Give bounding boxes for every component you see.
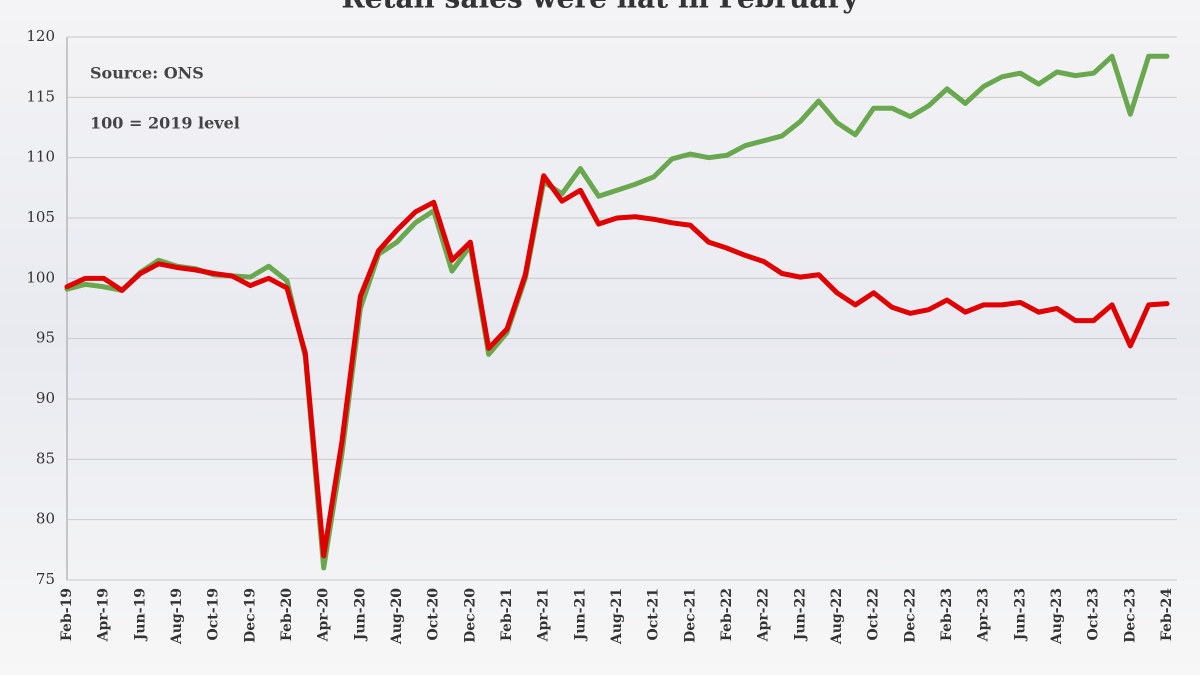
y-tick-label: 115 <box>26 87 55 105</box>
x-tick-label: Jun-20 <box>352 588 368 643</box>
x-tick-label: Oct-23 <box>1086 588 1102 640</box>
x-tick-label: Oct-19 <box>206 588 222 640</box>
y-tick-label: 120 <box>26 27 55 45</box>
x-tick-label: Jun-19 <box>132 588 148 642</box>
x-tick-label: Dec-23 <box>1122 588 1138 643</box>
x-tick-label: Aug-23 <box>1049 588 1065 645</box>
y-tick-label: 100 <box>26 268 55 286</box>
x-tick-label: Apr-22 <box>756 588 772 642</box>
x-tick-label: Apr-21 <box>536 588 552 642</box>
x-tick-label: Feb-19 <box>59 588 75 641</box>
x-tick-label: Feb-21 <box>499 588 515 641</box>
x-tick-label: Feb-22 <box>719 588 735 641</box>
x-tick-label: Feb-20 <box>279 588 295 641</box>
x-tick-label: Feb-23 <box>939 588 955 641</box>
x-tick-label: Aug-22 <box>829 588 845 645</box>
y-tick-label: 110 <box>26 148 55 166</box>
x-tick-label: Apr-23 <box>976 588 992 642</box>
x-tick-label: Dec-21 <box>682 588 698 643</box>
y-tick-label: 90 <box>36 389 55 407</box>
x-tick-label: Jun-21 <box>572 588 588 642</box>
y-tick-label: 105 <box>26 208 55 226</box>
x-tick-label: Dec-22 <box>902 588 918 643</box>
annotation: Source: ONS <box>90 64 204 83</box>
x-tick-label: Oct-21 <box>646 588 662 640</box>
x-tick-label: Jun-23 <box>1012 588 1028 642</box>
x-tick-label: Oct-22 <box>866 588 882 640</box>
annotation: 100 = 2019 level <box>90 114 240 133</box>
chart-title: Retail sales were flat in February <box>341 0 859 15</box>
y-tick-label: 80 <box>36 510 55 528</box>
line-series <box>64 173 1170 559</box>
y-tick-label: 75 <box>36 570 55 588</box>
x-tick-label: Dec-20 <box>462 588 478 643</box>
x-tick-label: Apr-20 <box>316 588 332 643</box>
x-tick-label: Aug-20 <box>389 588 405 645</box>
y-tick-label: 85 <box>36 449 55 467</box>
x-tick-label: Jun-22 <box>792 588 808 642</box>
x-tick-label: Feb-24 <box>1159 588 1175 641</box>
x-tick-label: Apr-19 <box>96 588 112 642</box>
y-tick-label: 95 <box>36 329 55 347</box>
x-tick-label: Dec-19 <box>242 588 258 643</box>
x-tick-label: Aug-19 <box>169 588 185 645</box>
x-tick-label: Aug-21 <box>609 588 625 645</box>
x-tick-label: Oct-20 <box>426 588 442 641</box>
line-series <box>64 53 1170 571</box>
